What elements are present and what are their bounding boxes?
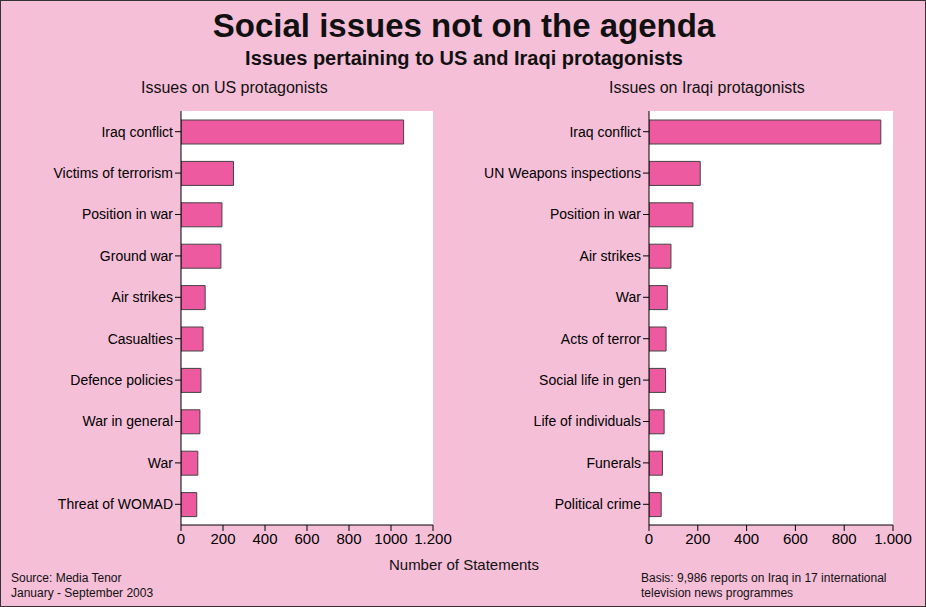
- svg-text:UN Weapons inspections: UN Weapons inspections: [484, 165, 641, 181]
- svg-text:0: 0: [177, 530, 185, 547]
- svg-text:200: 200: [685, 530, 710, 547]
- html-text:Number of Statements: Number of Statements: [389, 556, 539, 573]
- svg-text:Ground war: Ground war: [100, 248, 173, 264]
- svg-text:Funerals: Funerals: [587, 455, 641, 471]
- html-text:Basis: 9,986 reports on Iraq i: Basis: 9,986 reports on Iraq in 17 inter…: [641, 571, 887, 600]
- svg-text:Life of individuals: Life of individuals: [534, 413, 641, 429]
- svg-text:200: 200: [210, 530, 235, 547]
- svg-text:600: 600: [783, 530, 808, 547]
- svg-text:1000: 1000: [374, 530, 407, 547]
- svg-text:War in general: War in general: [82, 413, 173, 429]
- svg-text:War: War: [616, 289, 641, 305]
- svg-text:1.000: 1.000: [874, 530, 912, 547]
- svg-text:800: 800: [336, 530, 361, 547]
- svg-text:Victims of terrorism: Victims of terrorism: [53, 165, 173, 181]
- svg-text:War: War: [148, 455, 173, 471]
- svg-text:Air strikes: Air strikes: [112, 289, 173, 305]
- html-text:Issues on Iraqi protagonists: Issues on Iraqi protagonists: [609, 79, 805, 96]
- svg-text:Social life in gen: Social life in gen: [539, 372, 641, 388]
- svg-text:0: 0: [645, 530, 653, 547]
- html-text:Issues pertaining to US and Ir: Issues pertaining to US and Iraqi protag…: [245, 47, 683, 69]
- svg-text:800: 800: [832, 530, 857, 547]
- svg-text:Defence policies: Defence policies: [70, 372, 173, 388]
- svg-text:Air strikes: Air strikes: [580, 248, 641, 264]
- html-text:January - September 2003: January - September 2003: [11, 586, 154, 600]
- svg-text:Position in war: Position in war: [550, 206, 641, 222]
- html-text:Social issues not on the agend: Social issues not on the agenda: [212, 7, 716, 44]
- html-text:Source: Media Tenor: Source: Media Tenor: [11, 571, 122, 585]
- html-text:Issues on US protagonists: Issues on US protagonists: [141, 79, 328, 96]
- svg-text:Iraq conflict: Iraq conflict: [101, 124, 173, 140]
- svg-text:Position in war: Position in war: [82, 206, 173, 222]
- svg-text:400: 400: [734, 530, 759, 547]
- svg-text:Iraq conflict: Iraq conflict: [569, 124, 641, 140]
- svg-text:600: 600: [294, 530, 319, 547]
- svg-text:Acts of terror: Acts of terror: [561, 331, 641, 347]
- svg-text:400: 400: [252, 530, 277, 547]
- svg-text:1.200: 1.200: [414, 530, 452, 547]
- svg-text:Political crime: Political crime: [555, 496, 642, 512]
- svg-text:Threat of WOMAD: Threat of WOMAD: [58, 496, 173, 512]
- svg-text:Casualties: Casualties: [108, 331, 173, 347]
